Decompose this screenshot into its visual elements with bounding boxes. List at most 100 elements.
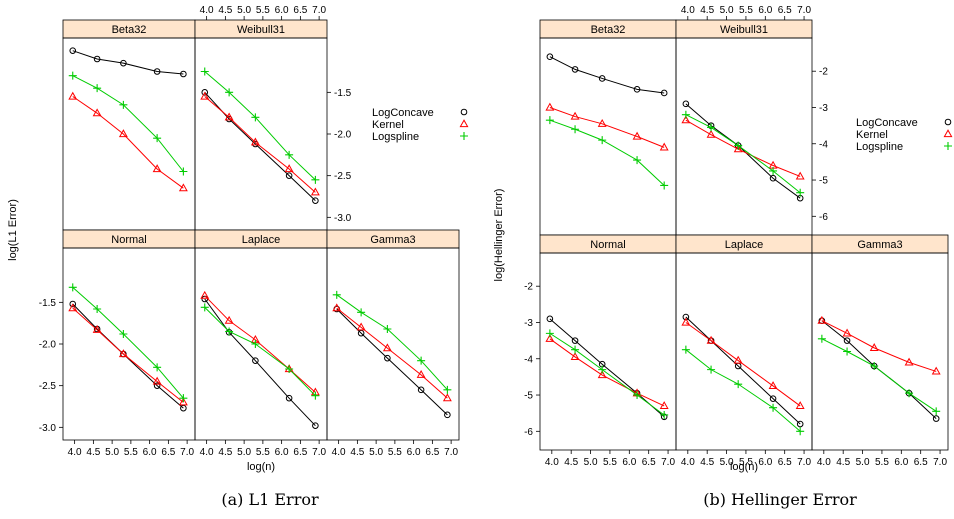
point-logspline <box>443 385 452 394</box>
caption-l1-error: (a) L1 Error <box>221 490 319 509</box>
x-tick-label-top: 6.5 <box>293 5 307 16</box>
series-line-logspline <box>549 332 665 416</box>
x-tick-label: 4.5 <box>836 457 850 468</box>
point-kernel <box>570 352 580 361</box>
point-logspline <box>153 134 162 143</box>
x-tick-label-top: 4.5 <box>218 5 232 16</box>
point-logconcave <box>180 70 187 78</box>
legend-marker-logspline <box>460 132 468 140</box>
y-axis-label: log(Hellinger Error) <box>493 189 505 282</box>
point-kernel <box>842 328 852 337</box>
point-logspline <box>660 181 669 190</box>
panel-gamma3: Gamma3 4.0 4.5 5.0 5.5 6.0 6.5 7.0 <box>811 234 949 468</box>
point-logconcave <box>444 411 451 419</box>
point-logspline <box>796 188 805 197</box>
legend-label-logspline: Logspline <box>856 141 903 153</box>
y-tick-label-right: -5 <box>819 176 828 187</box>
x-tick-label: 4.5 <box>86 447 100 458</box>
legend-marker-kernel <box>943 129 953 138</box>
legend-marker-logconcave <box>460 108 468 116</box>
series-line-logspline <box>204 306 316 397</box>
point-logspline <box>905 389 914 398</box>
x-tick-label: 7.0 <box>661 457 675 468</box>
x-tick-label: 4.0 <box>200 447 214 458</box>
series-line-kernel <box>204 96 316 193</box>
legend-marker-kernel <box>459 119 469 128</box>
point-kernel <box>224 315 234 324</box>
y-tick-label: -2 <box>524 282 533 293</box>
point-logconcave <box>252 357 259 364</box>
x-tick-label-top: 4.0 <box>681 5 695 16</box>
point-kernel <box>570 111 580 120</box>
x-tick-label: 7.0 <box>180 447 194 458</box>
point-logconcave <box>796 420 804 428</box>
point-logspline <box>633 156 642 165</box>
series-line-kernel <box>549 338 665 407</box>
series-line-logconcave <box>549 56 665 94</box>
point-kernel <box>681 317 691 326</box>
x-tick-label: 5.0 <box>856 457 870 468</box>
y-tick-label: -4 <box>524 354 533 365</box>
point-logspline <box>225 327 234 336</box>
strip-label: Laplace <box>242 234 281 246</box>
point-kernel <box>545 102 555 111</box>
x-tick-label: 5.5 <box>124 447 138 458</box>
y-tick-label-right: -3 <box>819 103 828 114</box>
point-kernel <box>118 129 128 138</box>
point-logconcave <box>546 53 554 60</box>
point-logconcave <box>769 395 777 402</box>
point-logspline <box>681 345 690 354</box>
point-kernel <box>178 397 188 406</box>
x-tick-label: 5.0 <box>720 457 734 468</box>
point-kernel <box>200 91 210 100</box>
point-kernel <box>545 333 555 342</box>
point-kernel <box>68 91 78 100</box>
point-kernel <box>250 137 260 146</box>
point-logconcave <box>153 68 161 75</box>
panel-frame <box>539 37 677 236</box>
point-logspline <box>332 290 341 299</box>
x-tick-label: 6.0 <box>275 447 289 458</box>
chart-hellinger: Beta32 Weibull31 4.0 4.5 5.0 5.5 6.0 6.5 7.0 -2 -3… <box>493 5 953 473</box>
x-tick-label: 5.5 <box>603 457 617 468</box>
x-tick-label: 7.0 <box>797 457 811 468</box>
x-tick-label: 5.0 <box>237 447 251 458</box>
x-tick-label: 6.0 <box>622 457 636 468</box>
legend-label-kernel: Kernel <box>372 119 404 131</box>
point-logspline <box>707 123 716 132</box>
series-line-logconcave <box>72 303 184 409</box>
panel-frame <box>675 252 813 451</box>
x-tick-label: 5.0 <box>584 457 598 468</box>
legend-marker-logconcave <box>944 118 952 126</box>
x-tick-label: 6.0 <box>758 457 772 468</box>
series-line-logconcave <box>204 298 316 427</box>
point-logspline <box>843 347 852 356</box>
y-tick-label-right: -3.0 <box>334 213 352 224</box>
point-logspline <box>707 365 716 374</box>
series-line-kernel <box>72 96 184 189</box>
x-tick-label-top: 7.0 <box>797 5 811 16</box>
x-tick-label-top: 4.0 <box>200 5 214 16</box>
point-kernel <box>931 366 941 375</box>
strip-label: Beta32 <box>112 24 147 36</box>
x-tick-label: 7.0 <box>933 457 947 468</box>
point-logconcave <box>571 66 579 73</box>
point-kernel <box>706 129 716 138</box>
point-kernel <box>706 335 716 344</box>
series-line-kernel <box>685 119 801 177</box>
x-tick-label-top: 7.0 <box>312 5 326 16</box>
legend-label-kernel: Kernel <box>856 129 888 141</box>
x-tick-label: 4.5 <box>218 447 232 458</box>
point-logconcave <box>69 300 77 308</box>
x-axis-label: log(n) <box>730 461 758 473</box>
x-tick-label-top: 5.0 <box>237 5 251 16</box>
x-tick-label-top: 5.5 <box>739 5 753 16</box>
point-kernel <box>118 349 128 358</box>
series-line-kernel <box>336 307 448 399</box>
x-tick-label-top: 6.0 <box>275 5 289 16</box>
legend-label-logconcave: LogConcave <box>372 107 434 119</box>
point-logconcave <box>932 415 940 422</box>
panel-normal: Normal 4.0 4.5 5.0 5.5 6.0 6.5 7.0 -2 -3 -4 -5 -6 <box>524 234 677 468</box>
panel-frame <box>194 247 328 441</box>
